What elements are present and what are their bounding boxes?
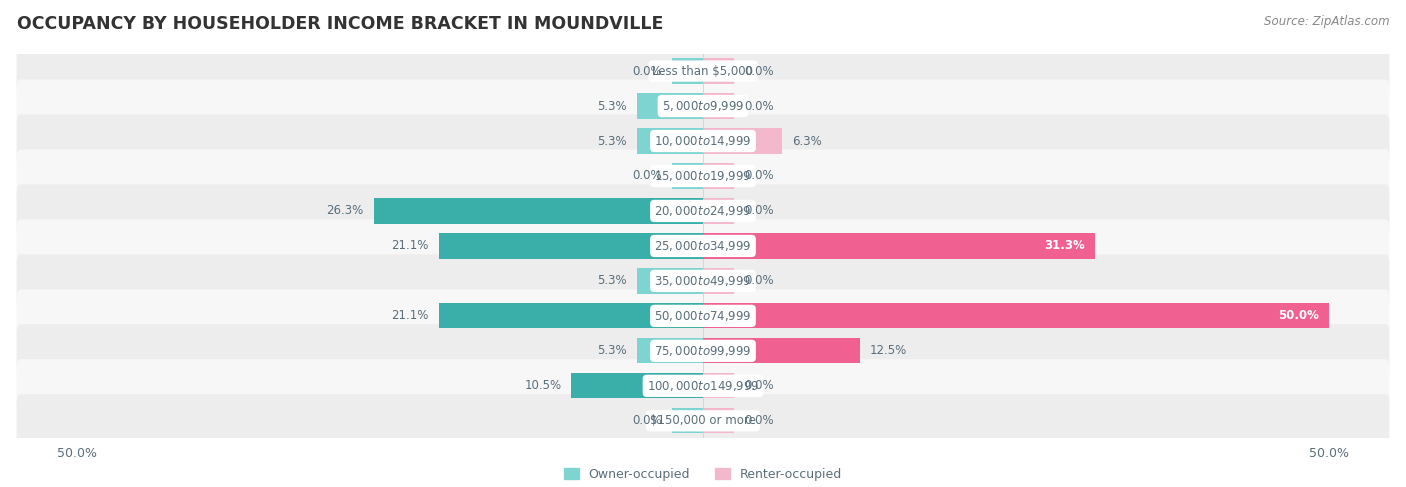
Legend: Owner-occupied, Renter-occupied: Owner-occupied, Renter-occupied: [558, 463, 848, 486]
Text: $5,000 to $9,999: $5,000 to $9,999: [662, 99, 744, 113]
FancyBboxPatch shape: [17, 324, 1389, 377]
Bar: [637, 129, 703, 153]
FancyBboxPatch shape: [17, 394, 1389, 448]
FancyBboxPatch shape: [17, 289, 1389, 342]
Bar: [703, 268, 734, 294]
Text: 5.3%: 5.3%: [598, 344, 627, 357]
Text: OCCUPANCY BY HOUSEHOLDER INCOME BRACKET IN MOUNDVILLE: OCCUPANCY BY HOUSEHOLDER INCOME BRACKET …: [17, 15, 664, 33]
FancyBboxPatch shape: [17, 150, 1389, 203]
Bar: [703, 198, 734, 224]
Text: 0.0%: 0.0%: [633, 169, 662, 183]
Bar: [672, 408, 703, 433]
Bar: [703, 129, 782, 153]
Text: 26.3%: 26.3%: [326, 205, 364, 218]
Text: 12.5%: 12.5%: [869, 344, 907, 357]
Bar: [703, 408, 734, 433]
Bar: [571, 373, 703, 398]
Bar: [374, 198, 703, 224]
Bar: [703, 338, 859, 363]
Text: $35,000 to $49,999: $35,000 to $49,999: [654, 274, 752, 288]
Bar: [439, 233, 703, 259]
Bar: [703, 94, 734, 119]
Text: Source: ZipAtlas.com: Source: ZipAtlas.com: [1264, 15, 1389, 28]
Bar: [672, 58, 703, 84]
Text: 0.0%: 0.0%: [744, 205, 773, 218]
Text: $150,000 or more: $150,000 or more: [650, 414, 756, 427]
Text: $50,000 to $74,999: $50,000 to $74,999: [654, 309, 752, 323]
Text: $75,000 to $99,999: $75,000 to $99,999: [654, 344, 752, 358]
Text: 21.1%: 21.1%: [391, 240, 429, 252]
Text: 0.0%: 0.0%: [633, 65, 662, 77]
Text: 0.0%: 0.0%: [744, 65, 773, 77]
Text: $100,000 to $149,999: $100,000 to $149,999: [647, 379, 759, 393]
Text: 0.0%: 0.0%: [744, 169, 773, 183]
Text: $15,000 to $19,999: $15,000 to $19,999: [654, 169, 752, 183]
Text: 31.3%: 31.3%: [1045, 240, 1085, 252]
FancyBboxPatch shape: [17, 219, 1389, 273]
Text: 5.3%: 5.3%: [598, 134, 627, 148]
Text: 50.0%: 50.0%: [1278, 309, 1319, 322]
Bar: [703, 303, 1329, 328]
Text: 0.0%: 0.0%: [744, 99, 773, 112]
Bar: [637, 94, 703, 119]
Text: $20,000 to $24,999: $20,000 to $24,999: [654, 204, 752, 218]
Bar: [703, 373, 734, 398]
Text: Less than $5,000: Less than $5,000: [652, 65, 754, 77]
FancyBboxPatch shape: [17, 185, 1389, 238]
Bar: [439, 303, 703, 328]
Bar: [637, 268, 703, 294]
Text: 6.3%: 6.3%: [792, 134, 821, 148]
Text: 10.5%: 10.5%: [524, 379, 561, 393]
Bar: [703, 233, 1095, 259]
Text: 0.0%: 0.0%: [744, 379, 773, 393]
Text: 0.0%: 0.0%: [744, 414, 773, 427]
Bar: [703, 164, 734, 188]
FancyBboxPatch shape: [17, 359, 1389, 412]
Text: 0.0%: 0.0%: [633, 414, 662, 427]
Text: 0.0%: 0.0%: [744, 274, 773, 287]
Text: 5.3%: 5.3%: [598, 99, 627, 112]
Bar: [637, 338, 703, 363]
FancyBboxPatch shape: [17, 44, 1389, 97]
Text: 21.1%: 21.1%: [391, 309, 429, 322]
Text: $10,000 to $14,999: $10,000 to $14,999: [654, 134, 752, 148]
Text: 5.3%: 5.3%: [598, 274, 627, 287]
FancyBboxPatch shape: [17, 254, 1389, 307]
FancyBboxPatch shape: [17, 79, 1389, 132]
Bar: [672, 164, 703, 188]
Text: $25,000 to $34,999: $25,000 to $34,999: [654, 239, 752, 253]
Bar: [703, 58, 734, 84]
FancyBboxPatch shape: [17, 114, 1389, 168]
